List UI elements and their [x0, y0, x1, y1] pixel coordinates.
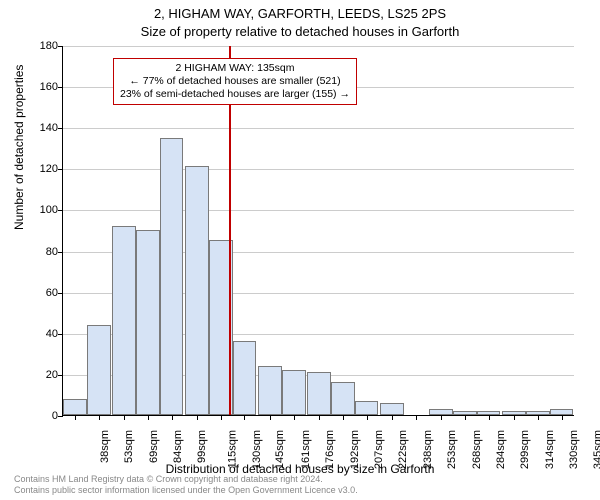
histogram-bar — [87, 325, 111, 415]
ytick-label: 20 — [22, 369, 58, 381]
annotation-box: 2 HIGHAM WAY: 135sqm ← 77% of detached h… — [113, 58, 357, 105]
xtick-label: 268sqm — [471, 430, 483, 469]
grid-line — [63, 169, 574, 170]
xtick-mark — [172, 415, 173, 420]
xtick-mark — [441, 415, 442, 420]
xtick-mark — [99, 415, 100, 420]
xtick-mark — [221, 415, 222, 420]
xtick-mark — [538, 415, 539, 420]
ytick-label: 40 — [22, 328, 58, 340]
ytick-label: 80 — [22, 246, 58, 258]
ytick-label: 0 — [22, 410, 58, 422]
xtick-mark — [514, 415, 515, 420]
histogram-bar — [160, 138, 184, 416]
histogram-bar — [380, 403, 404, 415]
histogram-bar — [63, 399, 87, 415]
chart-container: 2, HIGHAM WAY, GARFORTH, LEEDS, LS25 2PS… — [0, 0, 600, 500]
xtick-label: 176sqm — [324, 430, 336, 469]
ytick-mark — [58, 210, 63, 211]
histogram-bar — [233, 341, 257, 415]
grid-line — [63, 46, 574, 47]
footer-credits: Contains HM Land Registry data © Crown c… — [14, 474, 358, 496]
ytick-mark — [58, 87, 63, 88]
xtick-label: 222sqm — [397, 430, 409, 469]
grid-line — [63, 128, 574, 129]
xtick-mark — [319, 415, 320, 420]
xtick-label: 99sqm — [196, 430, 208, 463]
xtick-label: 330sqm — [568, 430, 580, 469]
histogram-bar — [331, 382, 355, 415]
ytick-mark — [58, 252, 63, 253]
xtick-mark — [124, 415, 125, 420]
xtick-mark — [197, 415, 198, 420]
xtick-label: 207sqm — [373, 430, 385, 469]
ytick-mark — [58, 46, 63, 47]
xtick-mark — [392, 415, 393, 420]
xtick-mark — [294, 415, 295, 420]
ytick-mark — [58, 375, 63, 376]
xtick-label: 69sqm — [148, 430, 160, 463]
annotation-line1: 2 HIGHAM WAY: 135sqm — [120, 62, 350, 75]
xtick-label: 38sqm — [99, 430, 111, 463]
ytick-label: 120 — [22, 163, 58, 175]
xtick-mark — [270, 415, 271, 420]
xtick-mark — [244, 415, 245, 420]
chart-title-line2: Size of property relative to detached ho… — [0, 24, 600, 39]
histogram-bar — [307, 372, 331, 415]
xtick-mark — [148, 415, 149, 420]
ytick-mark — [58, 334, 63, 335]
xtick-label: 345sqm — [592, 430, 600, 469]
xtick-label: 238sqm — [422, 430, 434, 469]
ytick-label: 180 — [22, 40, 58, 52]
ytick-mark — [58, 416, 63, 417]
histogram-bar — [185, 166, 209, 415]
xtick-mark — [489, 415, 490, 420]
xtick-mark — [343, 415, 344, 420]
xtick-label: 314sqm — [544, 430, 556, 469]
histogram-bar — [355, 401, 379, 415]
histogram-bar — [136, 230, 160, 415]
xtick-label: 161sqm — [300, 430, 312, 469]
chart-title-line1: 2, HIGHAM WAY, GARFORTH, LEEDS, LS25 2PS — [0, 6, 600, 21]
grid-line — [63, 210, 574, 211]
xtick-label: 130sqm — [251, 430, 263, 469]
annotation-line2: ← 77% of detached houses are smaller (52… — [120, 75, 350, 88]
ytick-label: 160 — [22, 81, 58, 93]
ytick-mark — [58, 169, 63, 170]
xtick-label: 145sqm — [275, 430, 287, 469]
histogram-bar — [112, 226, 136, 415]
ytick-mark — [58, 128, 63, 129]
xtick-label: 84sqm — [172, 430, 184, 463]
xtick-mark — [416, 415, 417, 420]
xtick-label: 299sqm — [519, 430, 531, 469]
histogram-bar — [282, 370, 306, 415]
annotation-line3: 23% of semi-detached houses are larger (… — [120, 88, 350, 101]
ytick-label: 140 — [22, 122, 58, 134]
xtick-mark — [75, 415, 76, 420]
ytick-label: 60 — [22, 287, 58, 299]
plot-area: 2 HIGHAM WAY: 135sqm ← 77% of detached h… — [62, 46, 574, 416]
xtick-mark — [465, 415, 466, 420]
xtick-label: 192sqm — [349, 430, 361, 469]
footer-line1: Contains HM Land Registry data © Crown c… — [14, 474, 358, 485]
footer-line2: Contains public sector information licen… — [14, 485, 358, 496]
xtick-label: 53sqm — [123, 430, 135, 463]
xtick-mark — [367, 415, 368, 420]
xtick-mark — [562, 415, 563, 420]
xtick-label: 253sqm — [446, 430, 458, 469]
xtick-label: 115sqm — [226, 430, 238, 468]
histogram-bar — [258, 366, 282, 415]
ytick-label: 100 — [22, 204, 58, 216]
xtick-label: 284sqm — [495, 430, 507, 469]
ytick-mark — [58, 293, 63, 294]
